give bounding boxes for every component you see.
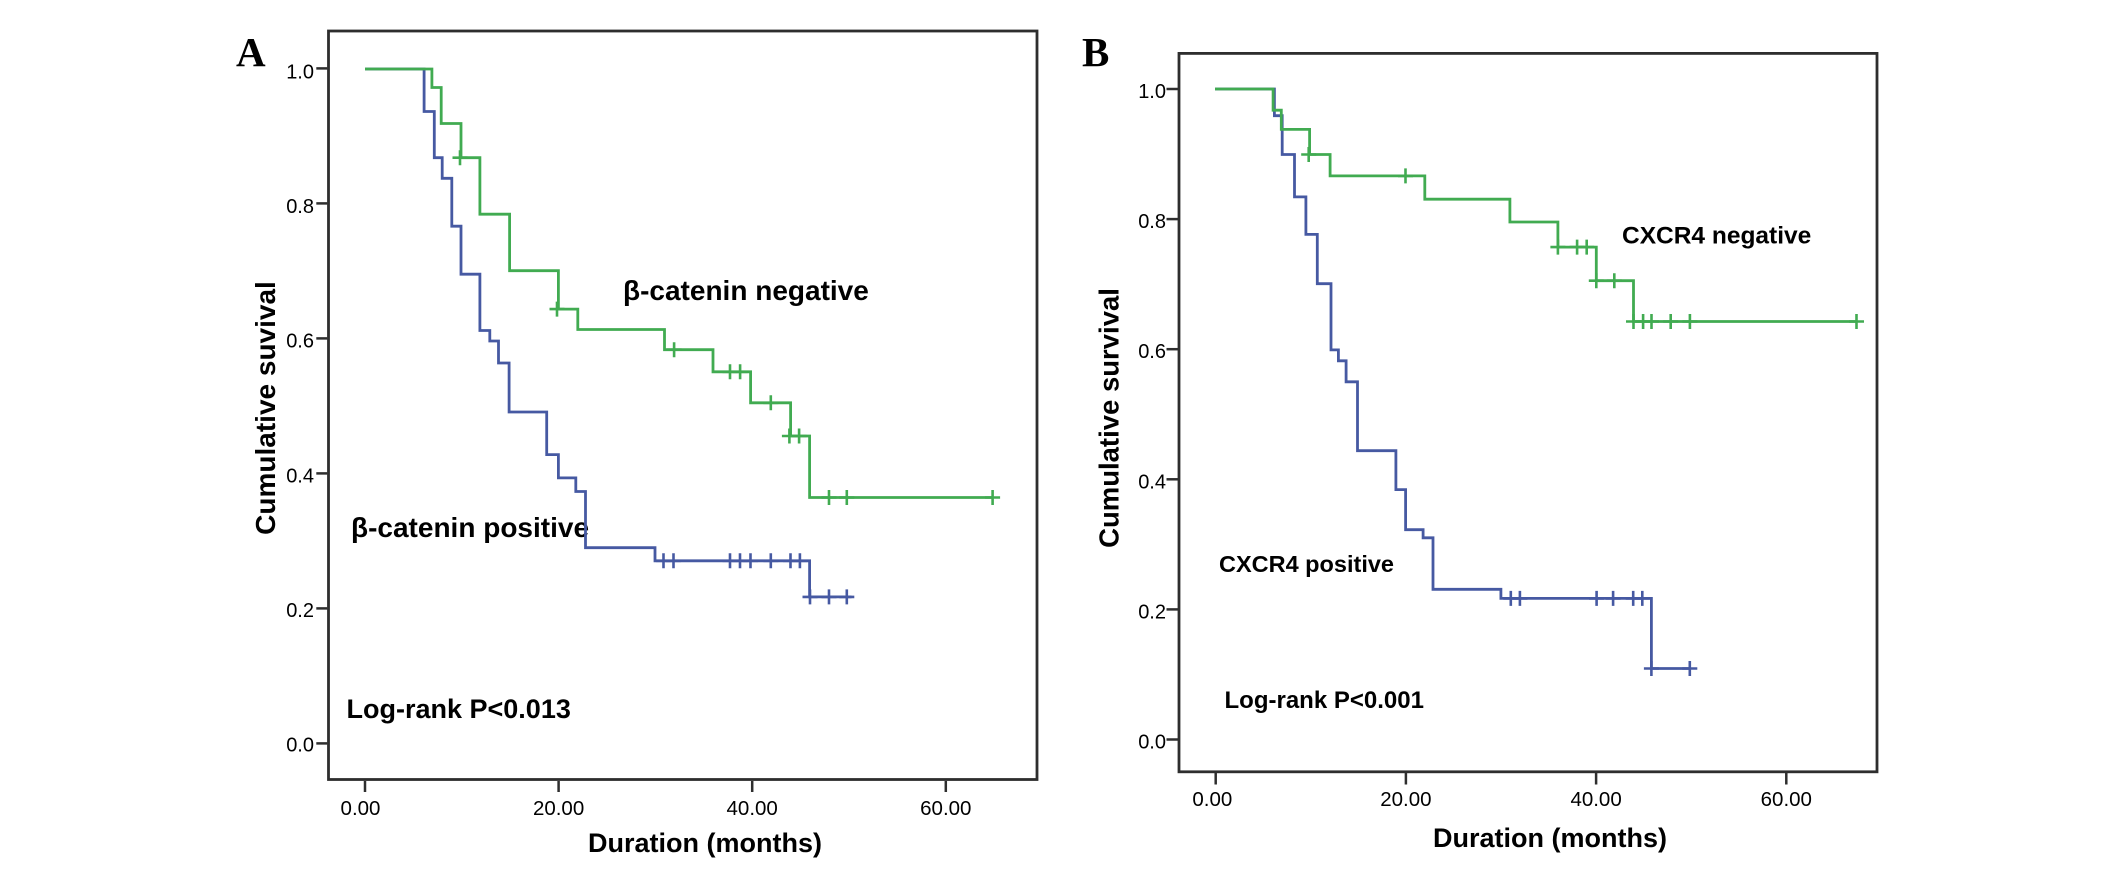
svg-text:Log-rank P<0.013: Log-rank P<0.013 bbox=[347, 694, 571, 724]
svg-text:CXCR4 positive: CXCR4 positive bbox=[1219, 551, 1394, 577]
svg-text:Cumulative suvival: Cumulative suvival bbox=[250, 281, 281, 535]
svg-text:CXCR4 negative: CXCR4 negative bbox=[1622, 223, 1811, 250]
svg-text:β-catenin positive: β-catenin positive bbox=[351, 512, 589, 543]
svg-text:A: A bbox=[236, 29, 266, 75]
svg-text:0.2: 0.2 bbox=[286, 600, 314, 622]
svg-text:60.00: 60.00 bbox=[920, 797, 971, 820]
svg-text:β-catenin negative: β-catenin negative bbox=[623, 275, 869, 306]
svg-text:0.4: 0.4 bbox=[1138, 471, 1166, 493]
svg-text:0.4: 0.4 bbox=[286, 465, 314, 487]
svg-text:20.00: 20.00 bbox=[533, 797, 584, 820]
svg-text:1.0: 1.0 bbox=[286, 62, 314, 84]
svg-text:Duration (months): Duration (months) bbox=[1433, 823, 1667, 853]
svg-text:40.00: 40.00 bbox=[1570, 788, 1621, 811]
svg-text:0.2: 0.2 bbox=[1138, 601, 1166, 623]
svg-text:0.8: 0.8 bbox=[286, 196, 314, 218]
svg-text:0.00: 0.00 bbox=[1192, 788, 1232, 811]
svg-text:40.00: 40.00 bbox=[727, 797, 778, 820]
svg-text:Log-rank P<0.001: Log-rank P<0.001 bbox=[1225, 687, 1424, 714]
svg-text:0.0: 0.0 bbox=[286, 735, 314, 757]
svg-text:0.6: 0.6 bbox=[1138, 341, 1166, 363]
svg-text:0.6: 0.6 bbox=[286, 331, 314, 353]
svg-text:1.0: 1.0 bbox=[1138, 81, 1166, 103]
svg-text:Duration (months): Duration (months) bbox=[588, 828, 822, 858]
svg-text:0.00: 0.00 bbox=[341, 797, 381, 820]
svg-text:0.8: 0.8 bbox=[1138, 211, 1166, 233]
svg-text:0.0: 0.0 bbox=[1138, 732, 1166, 754]
svg-text:B: B bbox=[1082, 29, 1109, 75]
svg-text:20.00: 20.00 bbox=[1380, 788, 1431, 811]
svg-text:Cumulative survival: Cumulative survival bbox=[1094, 288, 1125, 548]
svg-text:60.00: 60.00 bbox=[1761, 788, 1812, 811]
